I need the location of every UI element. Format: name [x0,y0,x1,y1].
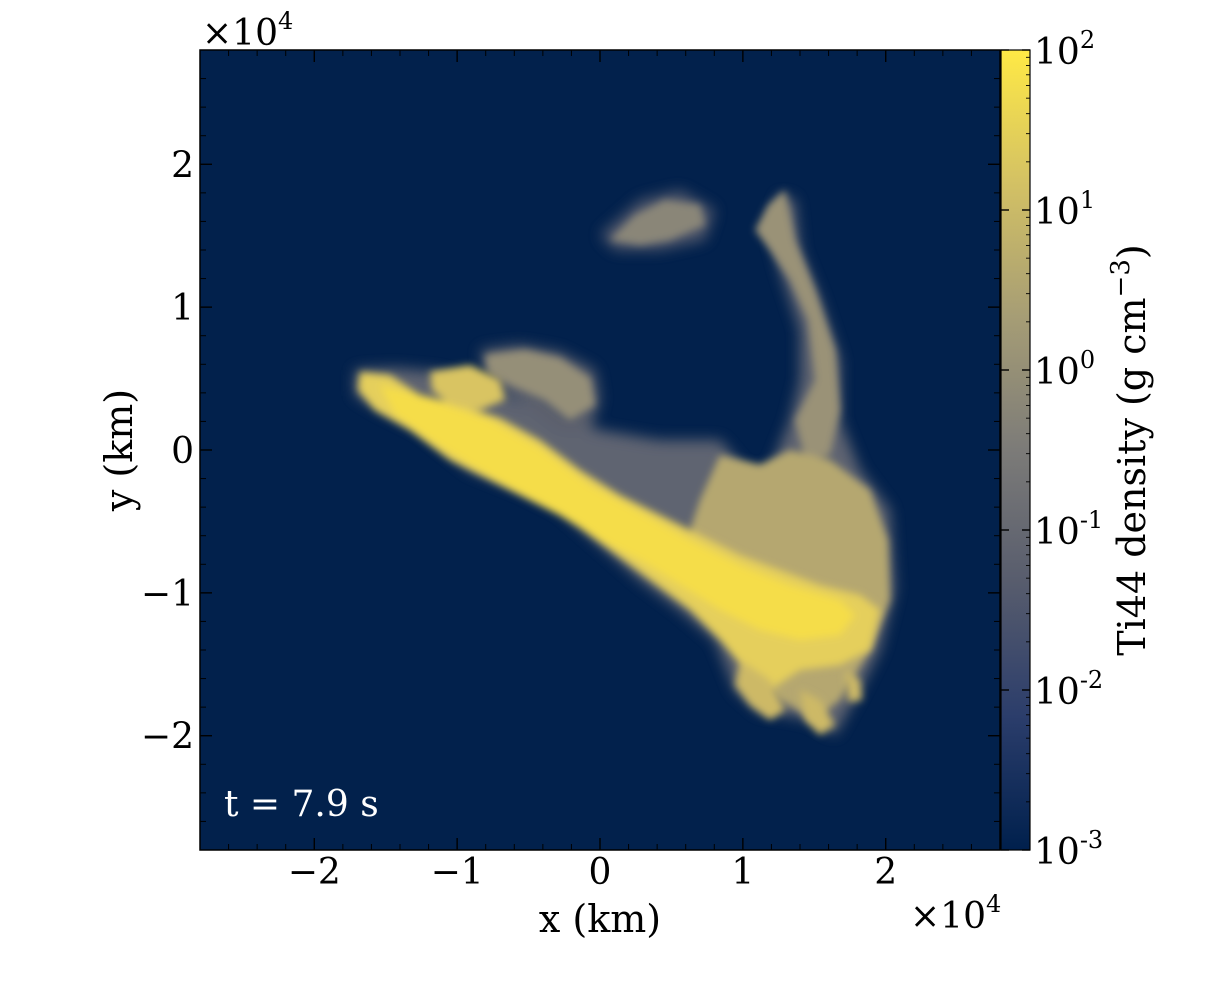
colorbar-tick-exp: 1 [1080,186,1095,214]
upper-left-blob [430,365,505,410]
x-axis-multiplier: ×104 [910,890,1001,937]
y-axis-multiplier: ×104 [202,7,293,54]
x-tick-label: −1 [431,852,484,893]
arc-filament [755,190,840,460]
density-field [355,190,895,735]
y-axis-multiplier-exp: 4 [278,7,293,35]
colorbar-title: Ti44 density (g cm−3) [1106,244,1154,655]
colorbar-tick-base: 10 [1034,32,1080,73]
x-axis-multiplier-base: ×10 [910,896,986,937]
lower-fingers [735,660,862,735]
x-axis-title: x (km) [539,897,661,941]
colorbar-tick-exp: -3 [1080,826,1103,854]
y-tick-label: 0 [171,431,194,472]
colorbar-tick-exp: -2 [1080,666,1103,694]
y-tick-label: −2 [141,717,194,758]
x-tick-label: 0 [589,852,612,893]
colorbar-tick-label: 10-2 [1034,666,1103,713]
minor-ticks [199,49,1001,851]
time-annotation: t = 7.9 s [224,784,379,825]
colorbar-tick-base: 10 [1034,192,1080,233]
y-tick-label: −1 [141,574,194,615]
colorbar-tick-label: 10-3 [1034,826,1103,873]
colorbar-tick-label: 102 [1034,26,1095,73]
x-tick-label: 2 [874,852,897,893]
x-tick-label: 1 [731,852,754,893]
colorbar-tick-exp: -1 [1080,506,1103,534]
colorbar-tick-label: 100 [1034,346,1095,393]
colorbar-title-exp: −3 [1106,259,1136,297]
plume-core [380,385,855,640]
colorbar-tick-base: 10 [1034,352,1080,393]
colorbar-tick-base: 10 [1034,512,1080,553]
x-axis: −2 −1 0 1 2 [288,50,897,893]
upper-clump [610,200,705,245]
colorbar-tick-label: 10-1 [1034,506,1103,553]
y-axis: −2 −1 0 1 2 [141,145,1000,758]
y-axis-title: y (km) [97,389,141,512]
colorbar-title-main: Ti44 density (g cm [1110,297,1154,655]
x-axis-multiplier-exp: 4 [986,890,1001,918]
y-tick-label: 2 [171,145,194,186]
x-tick-label: −2 [288,852,341,893]
colorbar-tick-label: 101 [1034,186,1095,233]
colorbar [1000,49,1031,851]
colorbar-tick-exp: 2 [1080,26,1095,54]
colorbar-title-end: ) [1110,244,1154,259]
mid-clump [485,350,595,420]
y-axis-multiplier-base: ×10 [202,13,278,54]
y-tick-label: 1 [171,288,194,329]
colorbar-tick-exp: 0 [1080,346,1095,374]
colorbar-tick-base: 10 [1034,672,1080,713]
colorbar-tick-base: 10 [1034,832,1080,873]
